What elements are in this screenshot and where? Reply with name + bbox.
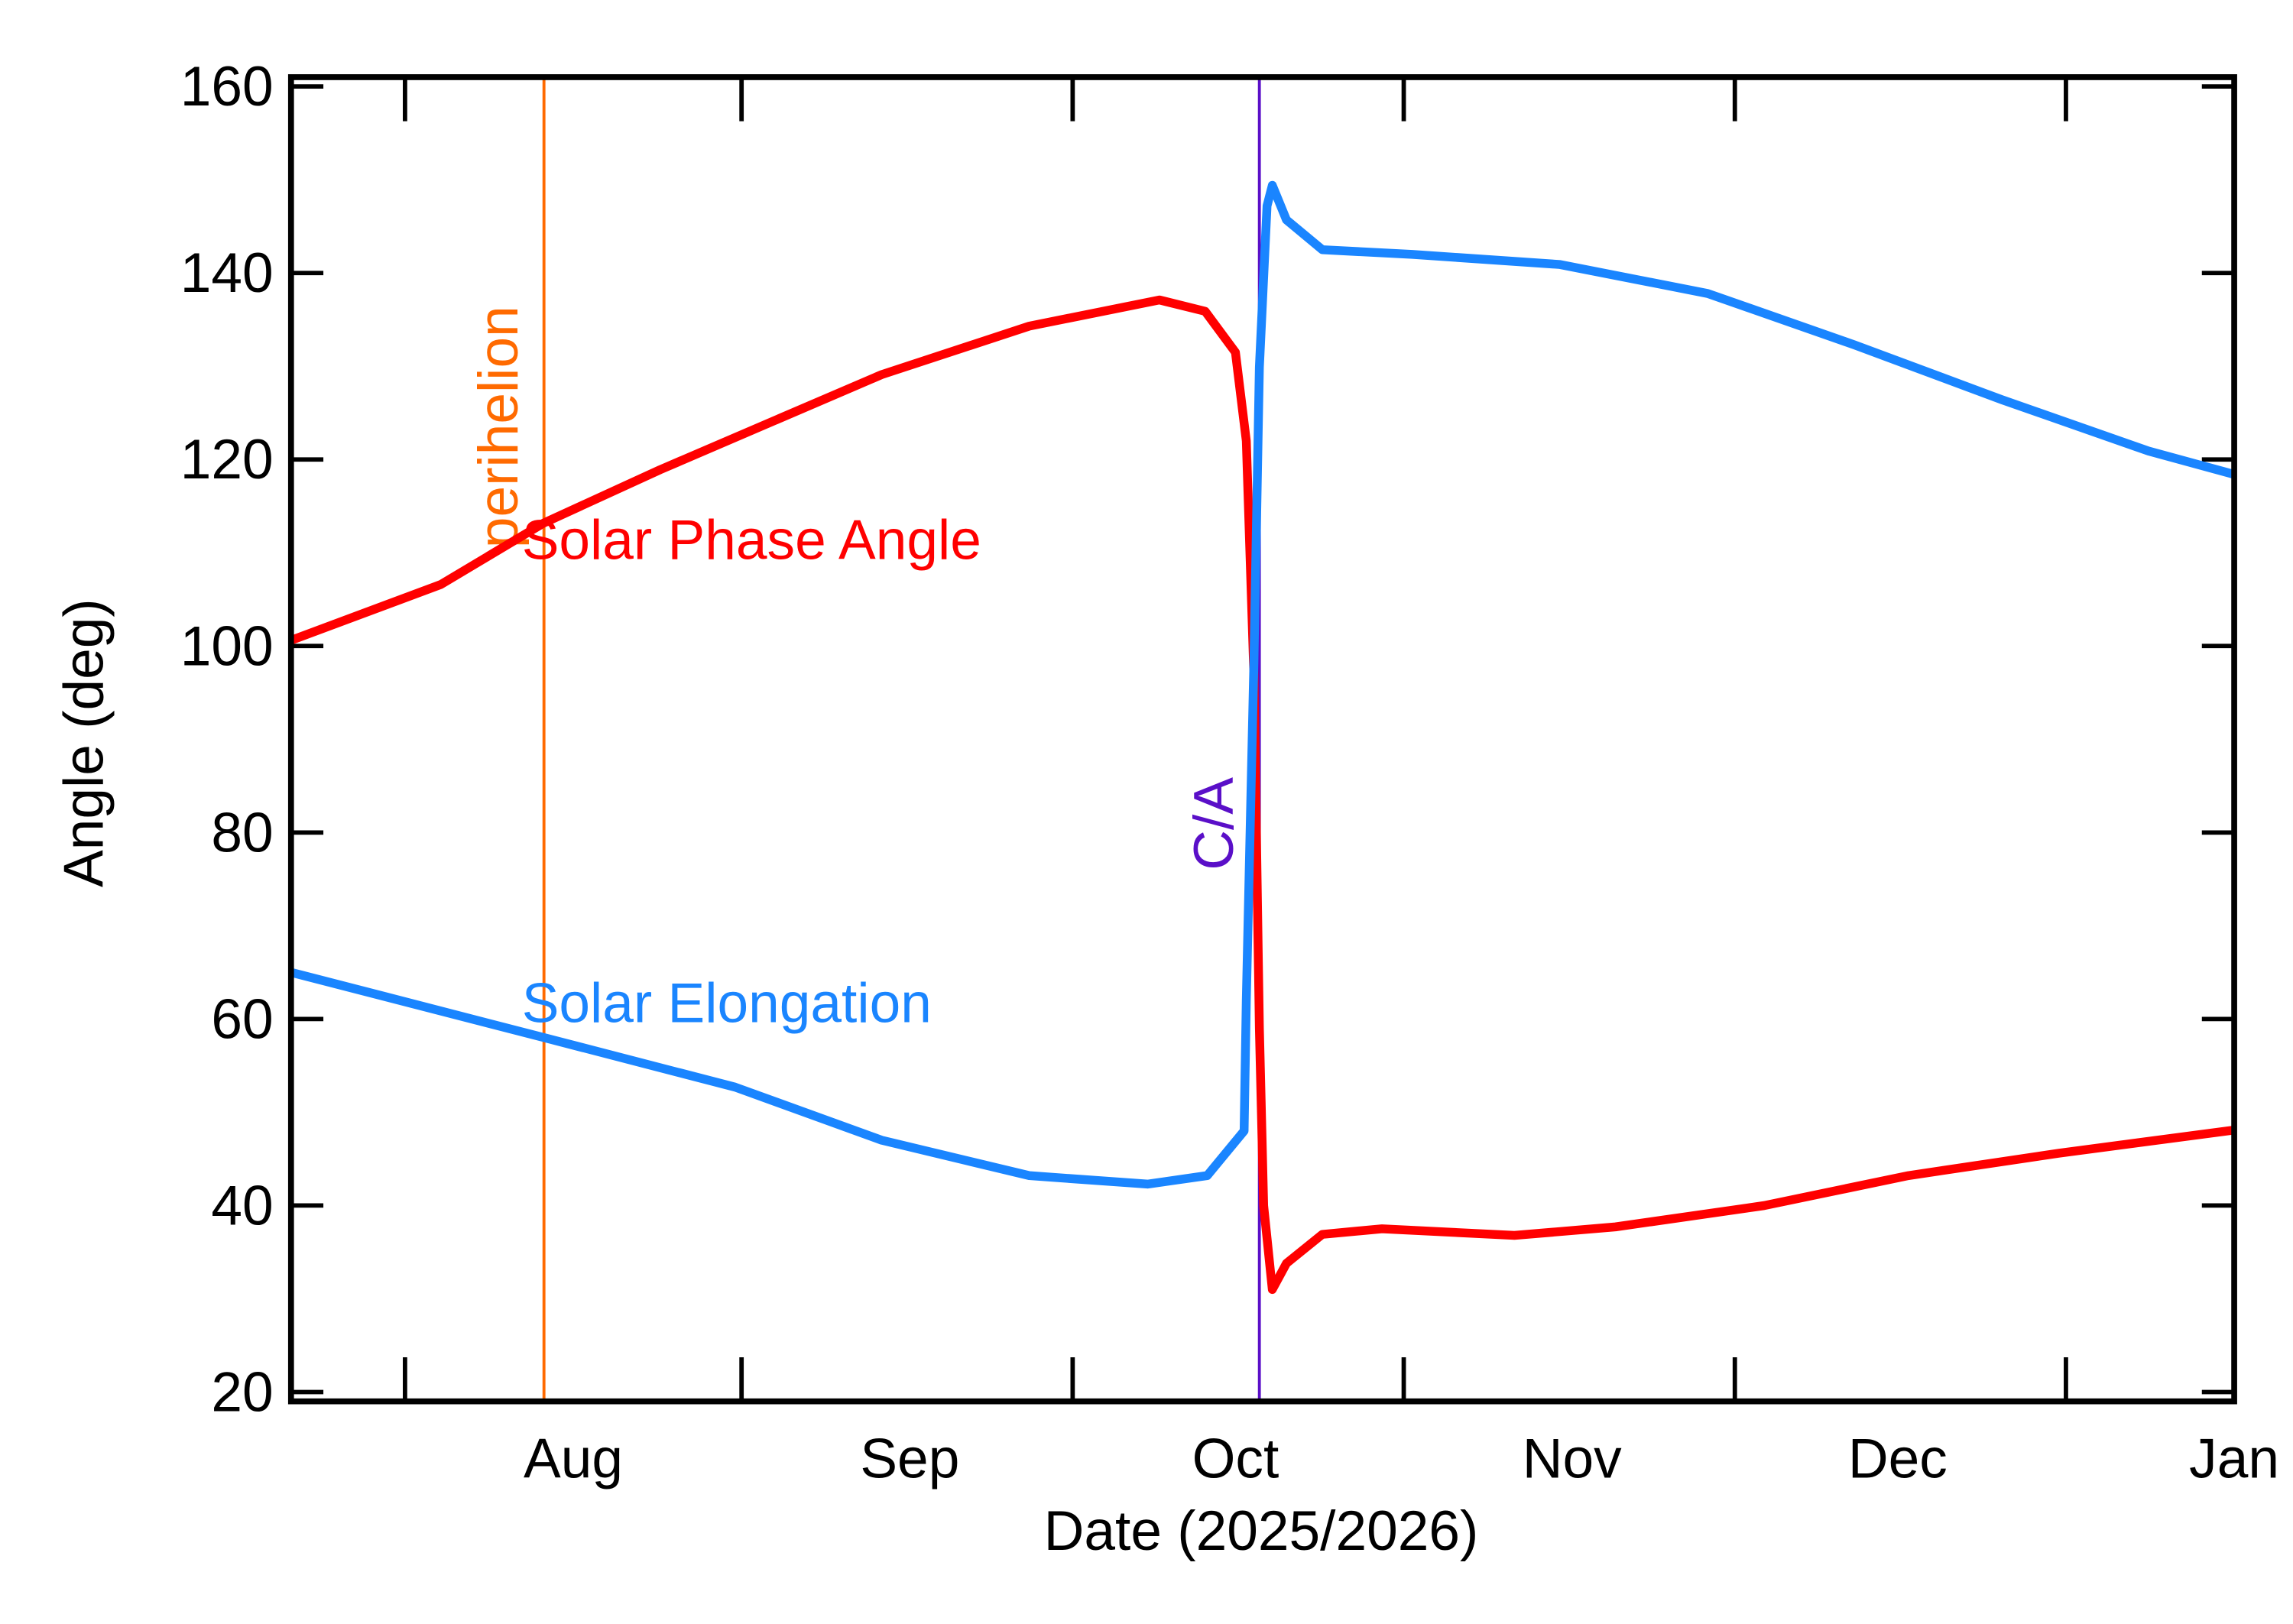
y-tick-label: 140 (180, 242, 274, 304)
y-tick-label: 80 (211, 802, 273, 864)
y-tick-label: 40 (211, 1175, 273, 1237)
series-line (289, 295, 2235, 1295)
x-tick-label: Oct (1192, 1428, 1279, 1490)
x-tick-label: Nov (1523, 1428, 1622, 1490)
y-tick-label: 120 (180, 429, 274, 491)
x-tick-label: Jan (2189, 1428, 2279, 1490)
series-line (290, 180, 2236, 1189)
y-tick-label: 60 (211, 988, 273, 1050)
x-axis-title: Date (2025/2026) (1044, 1500, 1479, 1562)
y-tick-label: 20 (211, 1361, 273, 1423)
y-tick-label: 160 (180, 56, 274, 118)
plot-frame (287, 74, 2237, 1405)
event-label: C/A (1183, 777, 1245, 870)
y-axis-title: Angle (deg) (54, 598, 115, 887)
y-tick-label: 100 (180, 615, 274, 677)
x-tick-label: Aug (524, 1428, 623, 1490)
x-tick-label: Sep (860, 1428, 959, 1490)
series-label: Solar Elongation (522, 973, 932, 1035)
x-tick-label: Dec (1848, 1428, 1948, 1490)
series-label: Solar Phase Angle (522, 510, 981, 572)
event-label: perihelion (468, 306, 530, 548)
